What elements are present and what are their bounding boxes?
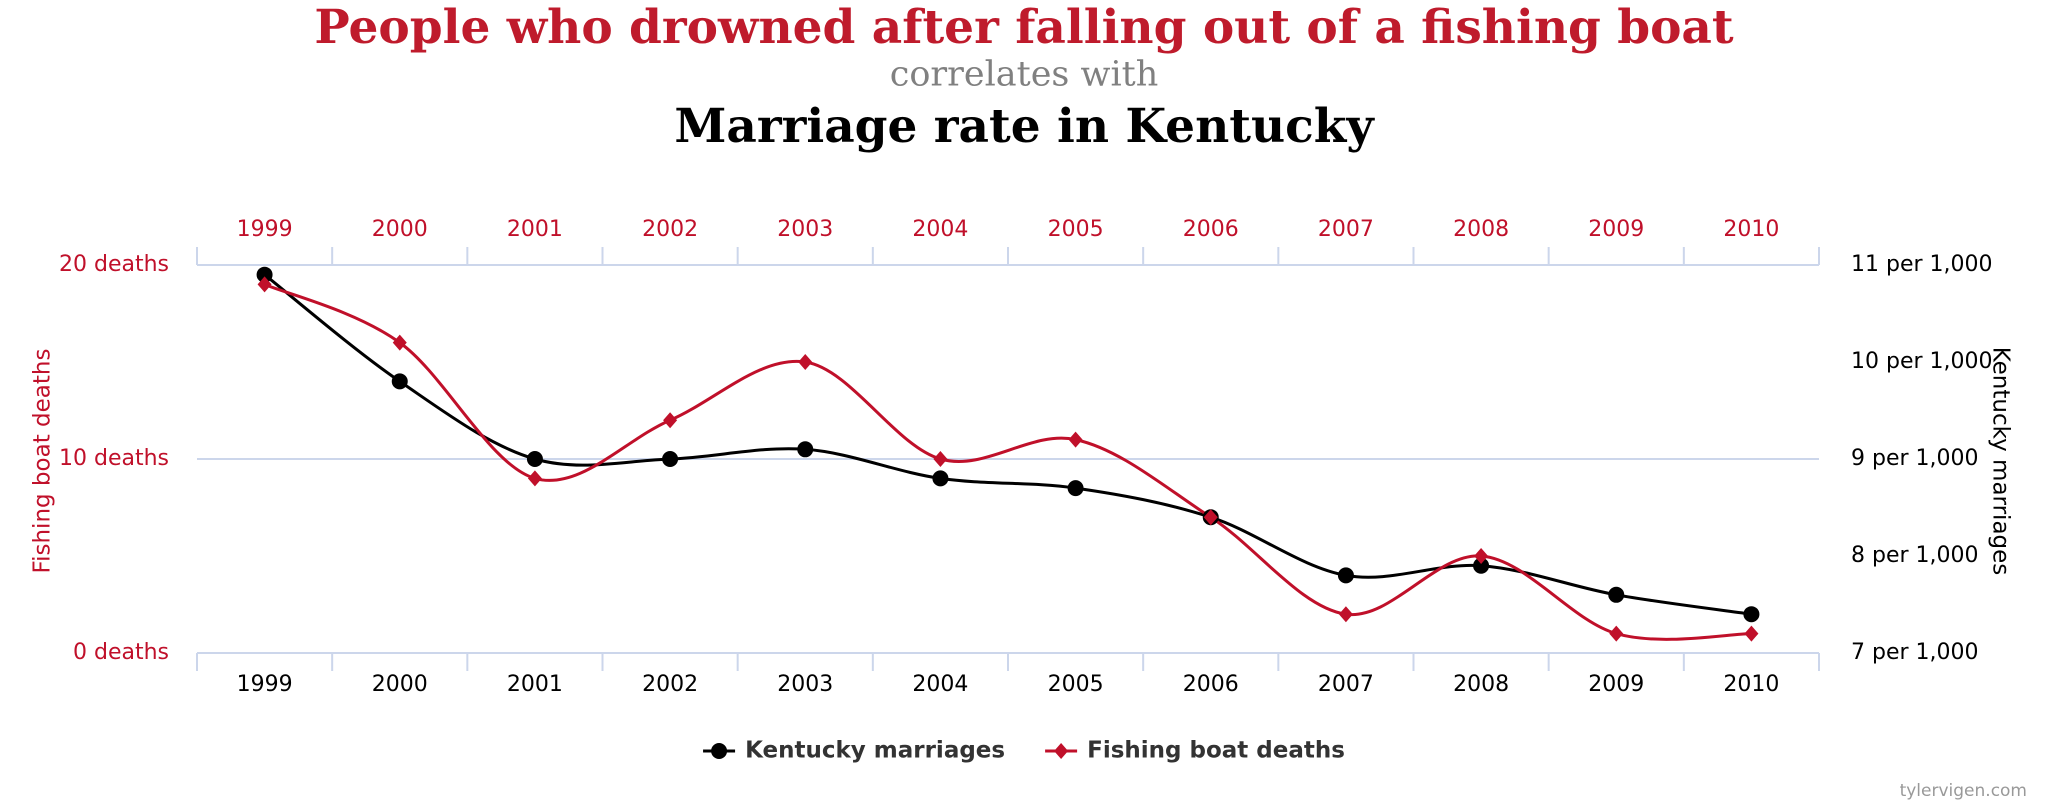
x-tick-label-top: 2003 xyxy=(777,217,833,242)
x-tick-label-top: 2005 xyxy=(1048,217,1104,242)
point xyxy=(933,451,948,467)
point xyxy=(526,451,543,467)
point xyxy=(1608,586,1625,603)
chart-subtitle: correlates with xyxy=(890,55,1159,95)
x-tick-label: 2002 xyxy=(642,672,698,697)
point xyxy=(1067,480,1084,497)
x-tick-label: 2000 xyxy=(372,672,428,697)
chart-title: People who drowned after falling out of … xyxy=(314,0,1733,55)
x-tick-label-top: 2006 xyxy=(1183,217,1239,242)
legend-label: Kentucky marriages xyxy=(745,738,1005,764)
x-tick-label: 2009 xyxy=(1588,672,1644,697)
y-axis-title: Fishing boat deaths xyxy=(30,349,56,574)
point xyxy=(1473,557,1490,574)
legend-marker xyxy=(711,743,728,759)
y-tick-label: 20 deaths xyxy=(59,252,169,277)
x-tick-label: 2010 xyxy=(1723,672,1779,697)
point xyxy=(1609,625,1624,642)
point xyxy=(1744,625,1759,642)
x-tick-label: 2006 xyxy=(1183,672,1239,697)
x-tick-label: 2007 xyxy=(1318,672,1374,697)
point xyxy=(527,470,542,487)
point xyxy=(662,451,679,467)
point xyxy=(1338,606,1353,623)
x-tick-label-top: 2008 xyxy=(1453,217,1509,242)
point xyxy=(392,334,407,351)
legend: Kentucky marriages Fishing boat deaths xyxy=(703,738,1345,764)
series-line xyxy=(263,273,1752,616)
x-tick-label-top: 2009 xyxy=(1588,217,1644,242)
point xyxy=(391,373,408,390)
x-tick-label-top: 1999 xyxy=(237,217,293,242)
point xyxy=(1203,509,1218,526)
x-tick-label: 2005 xyxy=(1048,672,1104,697)
y2-tick-label: 8 per 1,000 xyxy=(1851,543,1979,568)
point xyxy=(1337,567,1354,584)
x-tick-label: 2004 xyxy=(912,672,968,697)
x-tick-label: 2003 xyxy=(777,672,833,697)
x-tick-label-top: 2007 xyxy=(1318,217,1374,242)
point xyxy=(797,441,814,458)
x-tick-label-top: 2002 xyxy=(642,217,698,242)
y-tick-label: 0 deaths xyxy=(73,640,169,665)
legend-label: Fishing boat deaths xyxy=(1087,738,1345,764)
x-tick-label-top: 2000 xyxy=(372,217,428,242)
point xyxy=(663,412,678,429)
legend-marker xyxy=(1054,743,1069,759)
y2-axis-title: Kentucky marriages xyxy=(1988,347,2014,576)
point xyxy=(932,470,949,487)
y2-tick-label: 10 per 1,000 xyxy=(1851,349,1993,374)
y2-tick-label: 7 per 1,000 xyxy=(1851,640,1979,665)
point xyxy=(1068,431,1083,448)
y-tick-label: 10 deaths xyxy=(59,446,169,471)
point xyxy=(257,276,272,293)
y2-tick-label: 9 per 1,000 xyxy=(1851,446,1979,471)
y2-tick-label: 11 per 1,000 xyxy=(1851,252,1993,277)
x-tick-label: 2008 xyxy=(1453,672,1509,697)
point xyxy=(1743,606,1760,623)
point xyxy=(798,354,813,370)
x-tick-label-top: 2004 xyxy=(912,217,968,242)
x-tick-label-top: 2010 xyxy=(1723,217,1779,242)
x-tick-label: 1999 xyxy=(237,672,293,697)
x-tick-label: 2001 xyxy=(507,672,563,697)
chart-title-2: Marriage rate in Kentucky xyxy=(674,99,1375,154)
series-line xyxy=(263,283,1752,641)
point xyxy=(256,266,273,283)
footer: tylervigen.com xyxy=(1900,781,2027,801)
x-tick-label-top: 2001 xyxy=(507,217,563,242)
point xyxy=(1474,548,1489,564)
